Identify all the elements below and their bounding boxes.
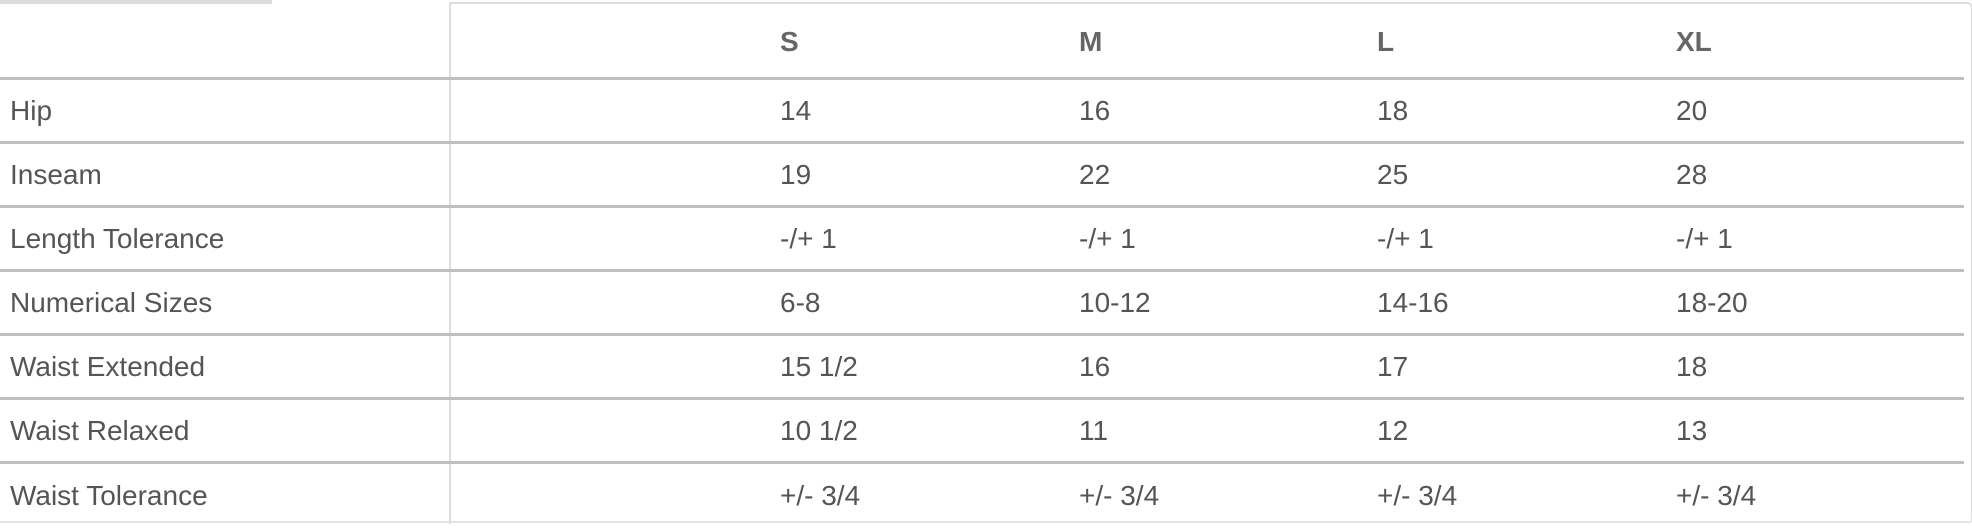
cell-l: 18 xyxy=(1367,78,1666,144)
row-label: Hip xyxy=(0,78,770,144)
cell-l: -/+ 1 xyxy=(1367,206,1666,272)
cell-m: 22 xyxy=(1069,142,1367,208)
cell-l: 12 xyxy=(1367,398,1666,464)
column-header-xl: XL xyxy=(1666,0,1964,80)
column-header-m: M xyxy=(1069,0,1367,80)
cell-s: 14 xyxy=(770,78,1069,144)
cell-s: 10 1/2 xyxy=(770,398,1069,464)
cell-l: 25 xyxy=(1367,142,1666,208)
column-header-l: L xyxy=(1367,0,1666,80)
cell-s: 15 1/2 xyxy=(770,334,1069,400)
cell-s: 6-8 xyxy=(770,270,1069,336)
column-header-s: S xyxy=(770,0,1069,80)
row-label: Inseam xyxy=(0,142,770,208)
table-row: Length Tolerance -/+ 1 -/+ 1 -/+ 1 -/+ 1 xyxy=(0,206,1964,272)
row-label: Numerical Sizes xyxy=(0,270,770,336)
cell-s: 19 xyxy=(770,142,1069,208)
cell-m: 16 xyxy=(1069,78,1367,144)
cell-xl: 13 xyxy=(1666,398,1964,464)
cell-xl: 28 xyxy=(1666,142,1964,208)
cell-l: +/- 3/4 xyxy=(1377,480,1458,511)
cell-m: 16 xyxy=(1069,334,1367,400)
cell-s: -/+ 1 xyxy=(770,206,1069,272)
table-row: Inseam 19 22 25 28 xyxy=(0,142,1964,208)
cell-m: 11 xyxy=(1069,398,1367,464)
row-label: Waist Extended xyxy=(0,334,770,400)
table-header-row: S M L XL xyxy=(0,0,1964,80)
panel-bottom-border xyxy=(0,521,1969,523)
cell-m: -/+ 1 xyxy=(1069,206,1367,272)
cell-xl: 20 xyxy=(1666,78,1964,144)
cell-l: 14-16 xyxy=(1367,270,1666,336)
row-label: Waist Tolerance xyxy=(10,480,208,511)
cell-xl: -/+ 1 xyxy=(1666,206,1964,272)
cell-xl: 18-20 xyxy=(1666,270,1964,336)
row-label: Waist Relaxed xyxy=(0,398,770,464)
table-row: Waist Extended 15 1/2 16 17 18 xyxy=(0,334,1964,400)
table-row: Hip 14 16 18 20 xyxy=(0,78,1964,144)
column-header-label xyxy=(0,0,770,80)
table-row: Waist Tolerance +/- 3/4 +/- 3/4 +/- 3/4 +/- … xyxy=(0,463,1964,528)
row-label: Length Tolerance xyxy=(0,206,770,272)
cell-m: 10-12 xyxy=(1069,270,1367,336)
cell-xl: 18 xyxy=(1666,334,1964,400)
cell-l: 17 xyxy=(1367,334,1666,400)
table-row: Waist Relaxed 10 1/2 11 12 13 xyxy=(0,398,1964,464)
table-row: Numerical Sizes 6-8 10-12 14-16 18-20 xyxy=(0,270,1964,336)
cell-m: +/- 3/4 xyxy=(1079,480,1160,511)
cell-xl: +/- 3/4 xyxy=(1676,480,1757,511)
cell-s: +/- 3/4 xyxy=(780,480,861,511)
